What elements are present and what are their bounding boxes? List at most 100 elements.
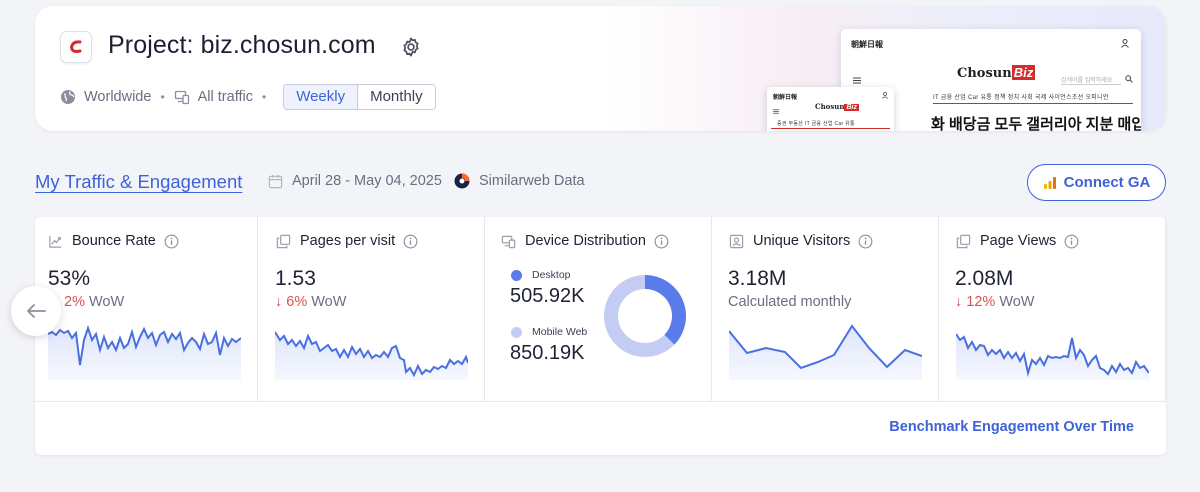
google-analytics-icon — [1043, 176, 1056, 189]
preview-small-menu-icon — [773, 109, 779, 114]
bounce-rate-wow: 2% WoW — [64, 294, 124, 310]
down-arrow-icon: ↓ — [955, 294, 963, 310]
project-header-card: Project: biz.chosun.com Worldwide • All … — [35, 6, 1166, 131]
device-donut-chart — [604, 275, 686, 357]
bounce-rate-wow-pct: 2% — [64, 294, 85, 310]
pages-per-visit-header: Pages per visit — [276, 233, 418, 249]
chosun-logo-icon — [69, 40, 82, 53]
bounce-rate-wow-suffix: WoW — [89, 294, 125, 310]
unique-visitors-note: Calculated monthly — [728, 294, 852, 310]
pages-per-visit-sparkline — [275, 331, 468, 380]
monthly-toggle-button[interactable]: Monthly — [358, 85, 435, 109]
visitor-icon — [729, 234, 744, 248]
date-range-text: April 28 - May 04, 2025 — [292, 173, 442, 189]
benchmark-engagement-link[interactable]: Benchmark Engagement Over Time — [889, 419, 1134, 435]
preview-small-brand: Chosun Biz — [815, 102, 859, 111]
info-icon[interactable] — [654, 234, 669, 249]
traffic-engagement-link[interactable]: My Traffic & Engagement — [35, 171, 243, 192]
data-source: Similarweb Data — [454, 173, 585, 189]
desktop-swatch — [511, 269, 522, 281]
pages-per-visit-tile[interactable]: Pages per visit 1.53 ↓ 6% WoW — [258, 217, 485, 401]
pages-icon — [276, 234, 291, 248]
device-distribution-tile[interactable]: Device Distribution Desktop 505.92K Mobi… — [485, 217, 712, 401]
website-preview-small: 朝鮮日報 Chosun Biz 증권 부동산 IT 금융 산업 Car 유통 — [767, 87, 894, 131]
bounce-rate-tile[interactable]: Bounce Rate 53% 2% WoW — [35, 217, 258, 401]
carousel-back-button[interactable] — [11, 286, 61, 336]
preview-small-brand-main: Chosun — [815, 102, 845, 111]
preview-search-icon — [1125, 75, 1133, 83]
arrow-left-icon — [27, 304, 46, 318]
pages-icon — [956, 234, 971, 248]
page-views-header: Page Views — [956, 233, 1079, 249]
mobile-value: 850.19K — [510, 342, 585, 364]
device-distribution-label: Device Distribution — [525, 233, 646, 249]
mobile-label: Mobile Web — [532, 326, 588, 338]
calendar-icon — [268, 174, 283, 188]
bounce-rate-sparkline — [48, 324, 241, 380]
unique-visitors-tile[interactable]: Unique Visitors 3.18M Calculated monthly — [712, 217, 939, 401]
bounce-rate-icon — [49, 235, 62, 248]
preview-small-nav: 증권 부동산 IT 금융 산업 Car 유통 — [777, 121, 855, 127]
preview-small-user-icon — [882, 92, 888, 99]
page-views-label: Page Views — [980, 233, 1057, 249]
desktop-label: Desktop — [532, 269, 571, 281]
preview-masthead: 朝鮮日報 — [851, 39, 883, 49]
info-icon[interactable] — [403, 234, 418, 249]
preview-brand: Chosun Biz — [957, 65, 1036, 81]
preview-brand-main: Chosun — [957, 66, 1012, 81]
devices-icon — [174, 90, 189, 105]
region-filter[interactable]: Worldwide — [84, 89, 152, 105]
info-icon[interactable] — [858, 234, 873, 249]
info-icon[interactable] — [1064, 234, 1079, 249]
globe-icon — [61, 90, 75, 104]
preview-menu-icon — [853, 77, 861, 84]
similarweb-logo-icon — [454, 173, 470, 189]
desktop-value: 505.92K — [510, 285, 585, 307]
page-views-sparkline — [956, 333, 1149, 380]
unique-visitors-value: 3.18M — [728, 267, 787, 290]
preview-user-icon — [1121, 39, 1129, 48]
preview-small-brand-accent: Biz — [844, 104, 859, 111]
card-divider — [35, 401, 1166, 402]
weekly-toggle-button[interactable]: Weekly — [284, 85, 359, 109]
data-source-text: Similarweb Data — [479, 173, 585, 189]
granularity-toggle: Weekly Monthly — [283, 84, 436, 110]
metrics-card: Bounce Rate 53% 2% WoW Pages per visit — [35, 217, 1166, 455]
page-views-value: 2.08M — [955, 267, 1014, 290]
donut-slice-mobile-web — [604, 275, 675, 357]
device-distribution-header: Device Distribution — [501, 233, 669, 249]
preview-brand-accent: Biz — [1011, 65, 1036, 80]
page-views-wow: ↓ 12% WoW — [955, 294, 1035, 310]
page-views-tile[interactable]: Page Views 2.08M ↓ 12% WoW — [939, 217, 1166, 401]
bounce-rate-header: Bounce Rate — [48, 233, 179, 249]
donut-slice-desktop — [645, 275, 686, 345]
unique-visitors-sparkline — [729, 324, 922, 380]
devices-icon — [501, 235, 516, 248]
down-arrow-icon: ↓ — [275, 294, 283, 310]
separator-dot: • — [261, 90, 267, 104]
filter-row: Worldwide • All traffic • Weekly Monthly — [60, 84, 436, 110]
pages-per-visit-value: 1.53 — [275, 267, 316, 290]
page-views-wow-suffix: WoW — [999, 294, 1035, 310]
page-views-wow-pct: 12% — [966, 294, 996, 310]
site-favicon — [60, 31, 92, 63]
bounce-rate-label: Bounce Rate — [72, 233, 156, 249]
preview-search: 검색어를 입력하세요 — [1061, 75, 1121, 85]
preview-divider — [933, 103, 1133, 104]
connect-ga-label: Connect GA — [1063, 174, 1151, 191]
connect-ga-button[interactable]: Connect GA — [1027, 164, 1166, 201]
mobile-legend: Mobile Web — [511, 326, 587, 338]
date-range: April 28 - May 04, 2025 — [268, 173, 442, 189]
bounce-rate-value: 53% — [48, 267, 91, 290]
mobile-swatch — [511, 326, 522, 338]
info-icon[interactable] — [164, 234, 179, 249]
unique-visitors-label: Unique Visitors — [753, 233, 851, 249]
pages-per-visit-wow-pct: 6% — [286, 294, 308, 310]
desktop-legend: Desktop — [511, 269, 571, 281]
unique-visitors-header: Unique Visitors — [729, 233, 873, 249]
pages-per-visit-wow-suffix: WoW — [311, 294, 347, 310]
traffic-filter[interactable]: All traffic — [197, 89, 253, 105]
pages-per-visit-label: Pages per visit — [300, 233, 396, 249]
settings-gear-icon[interactable] — [400, 36, 422, 58]
separator-dot: • — [160, 90, 165, 104]
